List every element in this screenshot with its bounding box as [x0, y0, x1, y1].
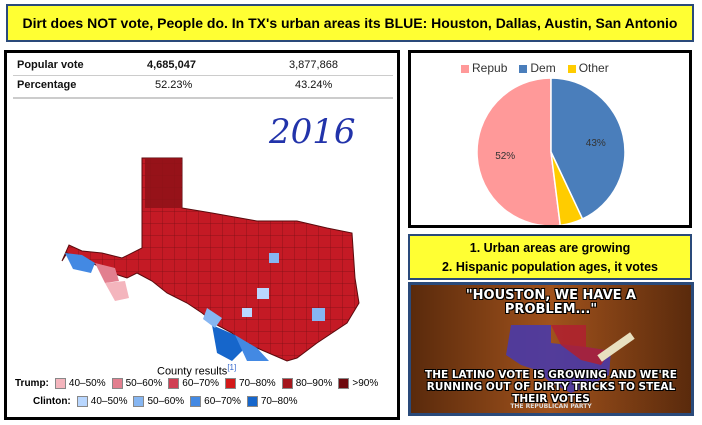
clinton-legend-item: 40–50%: [76, 396, 127, 407]
legend-item-other: Other: [567, 61, 609, 75]
trump-legend: Trump: 40–50% 50–60% 60–70% 70–80% 80–90…: [15, 378, 378, 389]
swatch: [76, 396, 88, 407]
pie-chart-panel: Repub Dem Other 52%43%5%: [408, 50, 692, 228]
swatch: [567, 64, 576, 73]
clinton-percentage: 43.24%: [295, 79, 333, 91]
takeaway-item: 1. Urban areas are growing: [469, 241, 631, 255]
trump-popular-vote: 4,685,047: [147, 59, 196, 71]
pie-slice-dem: [550, 77, 626, 220]
pie-slice-other: [550, 151, 584, 225]
table-divider: [13, 75, 393, 76]
texas-state-shape: [61, 157, 360, 362]
swatch: [168, 378, 180, 389]
clinton-legend-item: 70–80%: [246, 396, 298, 407]
trump-legend-item: 70–80%: [225, 378, 276, 389]
swatch: [111, 378, 123, 389]
trump-legend-item: 50–60%: [111, 378, 162, 389]
footnote-link[interactable]: [1]: [227, 363, 237, 372]
trump-legend-item: 80–90%: [281, 378, 332, 389]
pie-data-label: 43%: [586, 138, 606, 149]
pie-legend: Repub Dem Other: [461, 61, 609, 75]
county-results-caption: County results[1]: [157, 363, 236, 378]
paintbrush-icon: [597, 332, 635, 362]
election-map-panel: Popular vote 4,685,047 3,877,868 Percent…: [4, 50, 400, 420]
trump-legend-label: Trump:: [15, 378, 49, 389]
meme-bottom-text: THE LATINO VOTE IS GROWING AND WE'RE RUN…: [425, 369, 677, 405]
meme-top-text: "HOUSTON, WE HAVE A PROBLEM...": [465, 288, 637, 317]
popular-vote-label: Popular vote: [17, 59, 84, 71]
clinton-legend-item: 60–70%: [190, 396, 241, 407]
clinton-legend: Clinton: 40–50% 50–60% 60–70% 70–80%: [33, 396, 298, 407]
table-bottom-divider: [13, 97, 393, 99]
swatch: [54, 378, 66, 389]
meme-footer-text: THE REPUBLICAN PARTY: [510, 403, 592, 410]
pie-slice-repub: [476, 77, 561, 225]
texas-silhouette-red: [551, 325, 611, 365]
takeaways-banner: 1. Urban areas are growing 2. Hispanic p…: [408, 234, 692, 280]
banner-title: Dirt does NOT vote, People do. In TX's u…: [22, 15, 678, 31]
trump-legend-item: 60–70%: [168, 378, 219, 389]
trump-legend-item: 40–50%: [54, 378, 106, 389]
houston-area: [312, 308, 325, 321]
san-antonio-area: [242, 308, 252, 317]
pie-chart: 52%43%5%: [476, 77, 626, 225]
swatch: [519, 64, 528, 73]
swatch: [338, 378, 350, 389]
county-results-label: County results: [157, 365, 228, 378]
percentage-label: Percentage: [17, 79, 77, 91]
south-texas-blue: [212, 325, 245, 361]
trump-percentage: 52.23%: [155, 79, 193, 91]
legend-item-repub: Repub: [461, 61, 507, 75]
swatch: [461, 64, 469, 73]
swatch: [190, 396, 202, 407]
austin-area: [257, 288, 269, 299]
meme-image: "HOUSTON, WE HAVE A PROBLEM..." THE LATI…: [408, 282, 694, 416]
meme-background: [411, 285, 691, 413]
handwritten-year: 2016: [268, 112, 356, 152]
swatch: [133, 396, 145, 407]
takeaway-item: 2. Hispanic population ages, it votes: [441, 260, 658, 274]
clinton-legend-item: 50–60%: [133, 396, 184, 407]
el-paso-area: [65, 253, 95, 273]
swatch: [246, 396, 258, 407]
texas-county-map: 2016: [61, 112, 360, 362]
legend-item-dem: Dem: [519, 61, 556, 75]
swatch: [225, 378, 236, 389]
swatch: [281, 378, 293, 389]
dallas-area: [269, 253, 279, 263]
trump-legend-item: >90%: [338, 378, 378, 389]
clinton-popular-vote: 3,877,868: [289, 59, 338, 71]
pie-data-label: 52%: [495, 151, 515, 162]
clinton-legend-label: Clinton:: [33, 396, 71, 407]
texas-silhouette-blue: [506, 325, 611, 393]
title-banner: Dirt does NOT vote, People do. In TX's u…: [6, 4, 694, 42]
